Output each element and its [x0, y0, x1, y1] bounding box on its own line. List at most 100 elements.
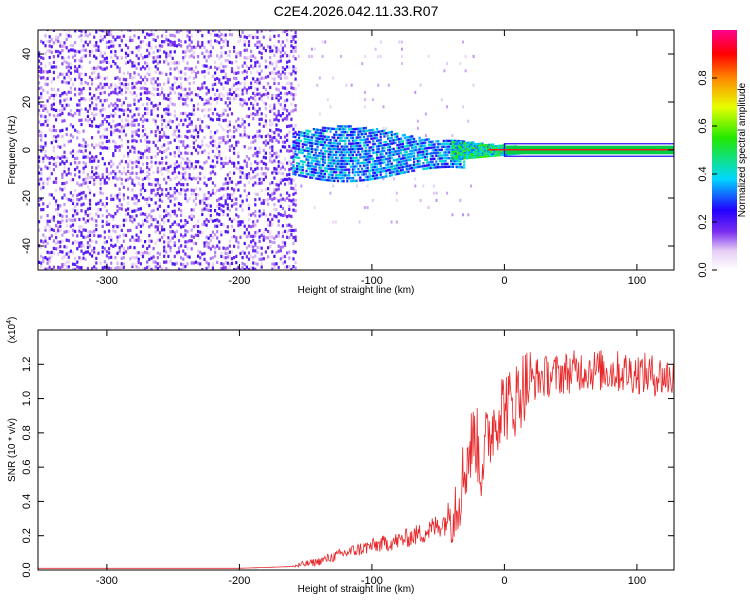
spectrogram-cell	[65, 81, 68, 85]
spectrogram-cell	[161, 192, 164, 196]
spectrogram-cell	[254, 203, 257, 207]
spectrogram-cell	[260, 189, 263, 193]
spectrogram-cell	[192, 199, 195, 203]
spectrogram-cell	[173, 34, 176, 38]
spectrogram-cell	[230, 112, 234, 116]
spectrogram-cell	[177, 43, 181, 47]
spectrogram-cell	[74, 218, 77, 222]
spectrogram-cell	[218, 56, 221, 60]
spectrogram-cell	[420, 156, 423, 159]
spectrogram-cell	[254, 261, 257, 265]
spectrogram-cell	[139, 207, 142, 211]
spectrogram-cell	[214, 107, 217, 111]
spectrogram-cell	[456, 144, 459, 147]
spectrogram-cell	[129, 149, 132, 153]
spectrogram-cell	[455, 160, 458, 163]
spectrogram-cell	[192, 176, 195, 180]
spectrogram-cell	[245, 164, 248, 168]
spectrogram-cell	[286, 98, 289, 102]
spectrogram-cell	[186, 78, 189, 82]
spectrogram-cell	[192, 192, 195, 196]
spectrogram-cell	[50, 141, 53, 145]
spectrogram-cell	[279, 103, 282, 107]
spectrogram-cell	[329, 173, 332, 176]
spectrogram-cell	[57, 88, 60, 92]
spectrogram-cell	[338, 128, 341, 131]
spectrogram-cell	[292, 141, 295, 144]
spectrogram-cell	[316, 154, 319, 157]
spectrogram-cell	[76, 50, 79, 54]
spectrogram-cell	[239, 34, 242, 38]
spectrogram-cell	[150, 101, 153, 105]
spectrogram-cell	[216, 96, 219, 101]
spectrogram-cell	[122, 185, 125, 189]
spectrogram-cell	[446, 148, 449, 151]
spectrogram-cell	[74, 161, 77, 165]
spectrogram-cell	[184, 177, 187, 181]
spectrogram-cell	[247, 97, 251, 101]
spectrogram-cell	[245, 75, 248, 79]
spectrogram-cell	[194, 75, 198, 79]
spectrogram-cell	[351, 133, 354, 137]
snr-scale-exp: 4	[6, 320, 13, 324]
spectrogram-cell	[101, 250, 104, 254]
spectrogram-cell	[173, 109, 176, 113]
spectrogram-cell	[190, 122, 193, 126]
spectrogram-cell	[167, 196, 170, 200]
spectrogram-cell	[177, 38, 181, 42]
spectrogram-cell	[180, 256, 183, 260]
spectrogram-cell	[71, 135, 75, 139]
spectrogram-cell	[40, 92, 43, 96]
spectrogram-cell	[110, 39, 113, 44]
spectrogram-cell	[220, 69, 223, 73]
y-tick-label: -40	[21, 238, 33, 254]
spectrogram-cell	[245, 102, 248, 106]
carrier-line	[488, 149, 674, 151]
spectrogram-cell	[95, 240, 98, 244]
spectrogram-cell	[264, 162, 267, 166]
spectrogram-cell	[286, 92, 289, 96]
colorbar-label: Normalized spectral amplitude	[737, 82, 748, 217]
spectrogram-cell	[101, 60, 104, 64]
spectrogram-cell	[472, 141, 475, 144]
spectrogram-cell	[175, 125, 178, 129]
spectrogram-cell	[292, 35, 295, 39]
spectrogram-cell	[148, 177, 151, 181]
spectrogram-cell	[216, 224, 219, 228]
spectrogram-cell	[245, 56, 248, 60]
spectrogram-cell	[61, 196, 64, 200]
spectrogram-cell	[250, 234, 253, 238]
spectrogram-cell	[401, 148, 404, 151]
spectrogram-cell	[459, 150, 462, 153]
spectrogram-cell	[467, 119, 470, 123]
spectrogram-cell	[137, 222, 140, 226]
spectrogram-cell	[375, 168, 379, 171]
spectrogram-cell	[163, 177, 166, 181]
spectrogram-cell	[405, 153, 408, 156]
spectrogram-cell	[483, 150, 485, 152]
spectrogram-cell	[161, 235, 164, 240]
spectrogram-cell	[57, 225, 60, 230]
spectrogram-cell	[131, 262, 134, 266]
spectrogram-cell	[420, 142, 423, 145]
spectrogram-cell	[299, 171, 302, 174]
spectrogram-cell	[344, 162, 347, 166]
spectrogram-cell	[144, 91, 147, 95]
spectrogram-cell	[247, 267, 251, 270]
spectrogram-cell	[59, 266, 62, 270]
spectrogram-cell	[283, 241, 287, 245]
spectrogram-cell	[48, 61, 51, 66]
spectrogram-cell	[269, 35, 272, 39]
spectrogram-cell	[169, 43, 172, 47]
spectrogram-cell	[254, 234, 257, 238]
spectrogram-cell	[97, 72, 100, 76]
spectrogram-cell	[188, 35, 191, 40]
spectrogram-cell	[468, 149, 471, 152]
spectrogram-cell	[61, 72, 64, 76]
spectrogram-cell	[309, 167, 312, 170]
spectrogram-cell	[264, 102, 267, 106]
spectrogram-cell	[188, 176, 191, 180]
spectrogram-cell	[466, 149, 468, 152]
spectrogram-cell	[294, 235, 297, 239]
spectrogram-cell	[69, 224, 72, 228]
